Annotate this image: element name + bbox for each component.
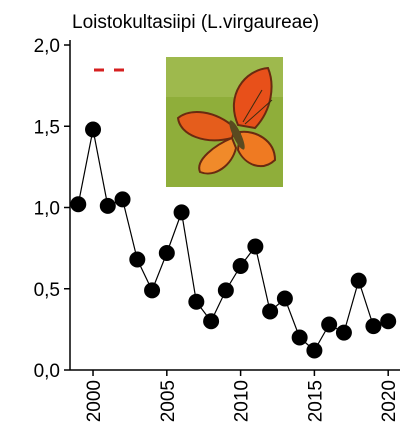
x-tick-label: 2020: [379, 380, 400, 422]
point: [159, 245, 175, 261]
point: [129, 252, 145, 268]
point: [277, 291, 293, 307]
point: [144, 282, 160, 298]
y-tick-label: 1,5: [34, 117, 60, 138]
point: [247, 239, 263, 255]
point: [365, 318, 381, 334]
point: [306, 343, 322, 359]
y-tick-label: 0,0: [34, 361, 60, 382]
x-tick-label: 2010: [232, 380, 253, 422]
y-tick-label: 2,0: [34, 36, 60, 57]
x-tick-label: 2015: [305, 380, 326, 422]
butterfly-photo: [166, 57, 283, 187]
point: [262, 304, 278, 320]
x-tick-label: 2005: [158, 380, 179, 422]
point: [70, 196, 86, 212]
point: [174, 204, 190, 220]
chart-title: Loistokultasiipi (L.virgaureae): [72, 12, 319, 33]
point: [380, 313, 396, 329]
x-tick-label: 2000: [84, 380, 105, 422]
point: [115, 191, 131, 207]
point: [292, 330, 308, 346]
point: [321, 317, 337, 333]
point: [233, 258, 249, 274]
point: [85, 122, 101, 138]
point: [336, 325, 352, 341]
point: [203, 313, 219, 329]
point: [218, 282, 234, 298]
point: [351, 273, 367, 289]
y-tick-label: 0,5: [34, 280, 60, 301]
y-tick-label: 1,0: [34, 199, 60, 220]
chart: Loistokultasiipi (L.virgaureae) 0,0 0,5 1,…: [0, 0, 415, 445]
point: [188, 294, 204, 310]
point: [100, 198, 116, 214]
